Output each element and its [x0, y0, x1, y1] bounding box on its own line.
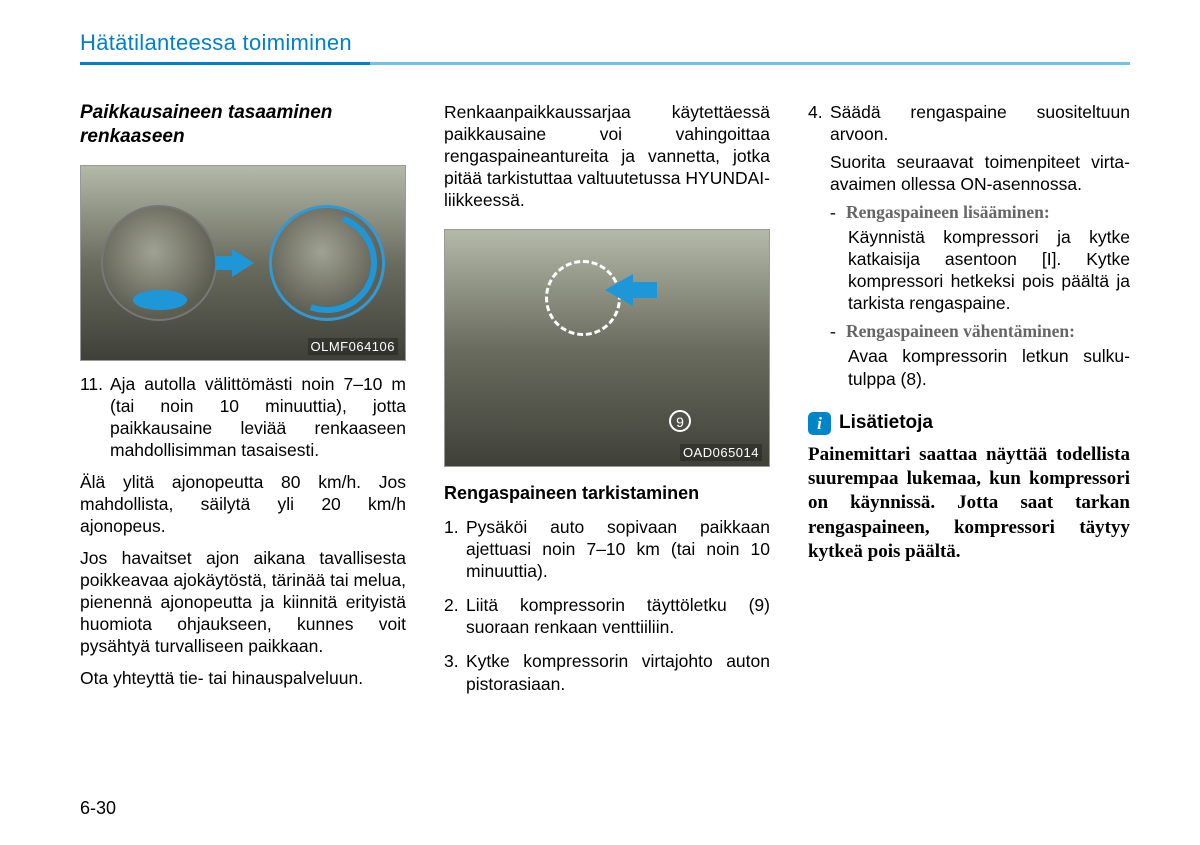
step-text: Liitä kompressorin täyttöletku (9) suora… — [466, 594, 770, 638]
header-divider — [80, 62, 1130, 65]
info-icon: i — [808, 412, 831, 435]
left-para-2: Jos havaitset ajon aikana tavallisesta p… — [80, 547, 406, 657]
step-number: 4. — [808, 101, 830, 145]
chapter-title: Hätätilanteessa toimiminen — [80, 30, 1130, 56]
sub-label: Rengaspaineen vähentäminen: — [846, 320, 1075, 342]
step-number: 11. — [80, 373, 110, 461]
left-heading: Paikkausaineen tasaaminen renkaaseen — [80, 101, 406, 149]
step-number: 1. — [444, 516, 466, 582]
sub-increase: - Rengaspaineen lisääminen: — [830, 201, 1130, 223]
info-box: i Lisätietoja — [808, 412, 1130, 435]
part-number-callout: 9 — [669, 410, 691, 432]
step-3: 3. Kytke kompressorin virtajohto auton p… — [444, 650, 770, 694]
column-right: 4. Säädä rengaspaine suositeltuun arvoon… — [808, 101, 1130, 695]
step-11: 11. Aja autolla välittömästi noin 7–10 m… — [80, 373, 406, 461]
step-2: 2. Liitä kompressorin täyttöletku (9) su… — [444, 594, 770, 638]
tire-before-icon — [101, 205, 217, 321]
column-middle: Renkaanpaikkaussarjaa käytettä­essä paik… — [444, 101, 770, 695]
sealant-spread-illustration: OLMF064106 — [80, 165, 406, 361]
step-text: Pysäköi auto sopivaan paikkaan ajettuasi… — [466, 516, 770, 582]
sub-increase-body: Käynnistä kompressori ja kytke katkaisij… — [848, 226, 1130, 314]
mid-intro: Renkaanpaikkaussarjaa käytettä­essä paik… — [444, 101, 770, 211]
sub-label: Rengaspaineen lisääminen: — [846, 201, 1050, 223]
image-code-left: OLMF064106 — [308, 338, 399, 355]
step-4: 4. Säädä rengaspaine suositeltuun arvoon… — [808, 101, 1130, 145]
step-text: Kytke kompressorin virtajohto auton pist… — [466, 650, 770, 694]
tire-after-icon — [269, 205, 385, 321]
info-text: Painemittari saattaa näyttää todellista … — [808, 443, 1130, 565]
info-title: Lisätietoja — [839, 412, 933, 434]
step-text: Aja autolla välittömästi noin 7–10 m (ta… — [110, 373, 406, 461]
step-4-para: Suorita seuraavat toimen­piteet virta-av… — [830, 151, 1130, 195]
step-number: 2. — [444, 594, 466, 638]
sub-decrease-body: Avaa kompressorin letkun sulku­tulppa (8… — [848, 345, 1130, 389]
dash-mark: - — [830, 320, 846, 342]
mid-subhead: Rengaspaineen tarkistaminen — [444, 483, 770, 504]
sub-decrease: - Rengaspaineen vähentäminen: — [830, 320, 1130, 342]
arrow-left-icon — [605, 274, 633, 306]
tire-hose-illustration: 9 OAD065014 — [444, 229, 770, 467]
step-1: 1. Pysäköi auto sopivaan paikkaan ajettu… — [444, 516, 770, 582]
dash-mark: - — [830, 201, 846, 223]
left-para-3: Ota yhteyttä tie- tai hinauspalveluun. — [80, 667, 406, 689]
image-code-mid: OAD065014 — [680, 444, 762, 461]
left-para-1: Älä ylitä ajonopeutta 80 km/h. Jos mahdo… — [80, 471, 406, 537]
arrow-right-icon — [232, 249, 254, 277]
step-text: Säädä rengaspaine suositeltuun arvoon. — [830, 101, 1130, 145]
content-columns: Paikkausaineen tasaaminen renkaaseen OLM… — [80, 101, 1130, 695]
step-number: 3. — [444, 650, 466, 694]
column-left: Paikkausaineen tasaaminen renkaaseen OLM… — [80, 101, 406, 695]
page-number: 6-30 — [80, 798, 116, 819]
